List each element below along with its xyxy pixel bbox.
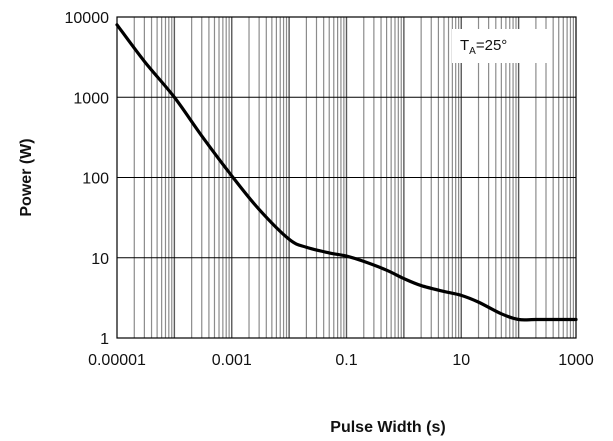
temperature-annotation: TA=25° — [452, 29, 552, 63]
x-tick-label: 1000 — [558, 352, 594, 369]
tick-labels: 1 10 100 1000 10000 0.00001 0.001 0.1 10 1000 — [65, 10, 594, 369]
annotation-main: T — [460, 37, 469, 54]
annotation-subscript: A — [469, 46, 476, 57]
plot-frame — [116, 16, 577, 339]
annotation-text: TA=25° — [460, 37, 507, 57]
annotation-rest: =25° — [476, 37, 507, 54]
series-layer — [115, 23, 578, 322]
y-tick-label: 10000 — [65, 10, 110, 27]
annotation-box — [452, 29, 552, 63]
x-tick-label: 0.001 — [212, 352, 252, 369]
y-tick-label: 100 — [82, 171, 109, 188]
y-axis-title: Power (W) — [18, 138, 35, 216]
series-line-0 — [115, 23, 578, 322]
x-tick-label: 0.00001 — [88, 352, 146, 369]
y-tick-label: 1000 — [73, 90, 109, 107]
y-tick-label: 1 — [100, 331, 109, 348]
x-tick-label: 10 — [452, 352, 470, 369]
x-axis-title: Pulse Width (s) — [330, 419, 445, 436]
x-tick-label: 0.1 — [335, 352, 357, 369]
y-tick-label: 10 — [91, 251, 109, 268]
